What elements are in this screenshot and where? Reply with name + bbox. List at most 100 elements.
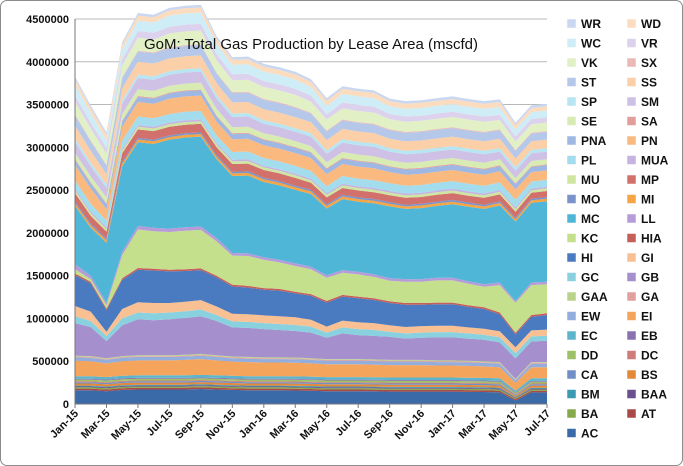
x-tick-label: Nov-16: [393, 408, 427, 442]
legend-item-baa: BAA: [626, 388, 667, 402]
legend-swatch: [566, 38, 577, 48]
y-tick-label: 3500000: [26, 100, 69, 112]
legend-label: CA: [581, 368, 599, 382]
legend-label: SE: [581, 115, 597, 129]
x-tick-label: Jul-16: [333, 408, 364, 439]
area-kc: [75, 229, 547, 333]
legend-label: HI: [581, 251, 593, 265]
legend-swatch: [566, 389, 577, 399]
legend-label: AC: [581, 427, 599, 441]
area-wc: [75, 12, 547, 148]
legend-swatch: [626, 369, 637, 380]
legend-swatch: [626, 408, 637, 419]
legend-label: MI: [641, 193, 654, 207]
x-tick-label: Sep-16: [362, 408, 396, 442]
legend-swatch: [566, 18, 577, 29]
legend-swatch: [626, 77, 637, 87]
legend-label: DC: [641, 349, 659, 363]
legend-swatch: [626, 291, 637, 302]
legend-item-pl: PL: [566, 154, 596, 168]
legend-label: VK: [581, 56, 598, 70]
legend-swatch: [626, 389, 637, 399]
legend-swatch: [626, 213, 637, 224]
x-tick-label: Mar-16: [268, 408, 302, 442]
area-eb: [75, 377, 547, 393]
legend-swatch: [566, 311, 577, 321]
legend-label: EB: [641, 329, 658, 343]
legend-swatch: [626, 311, 637, 321]
legend-item-at: AT: [626, 407, 657, 421]
legend-swatch: [566, 408, 577, 419]
chart-title: GoM: Total Gas Production by Lease Area …: [144, 36, 478, 53]
legend-swatch: [566, 272, 577, 282]
legend-swatch: [566, 350, 577, 360]
area-ga: [75, 354, 547, 381]
legend-label: SS: [641, 76, 657, 90]
legend-item-mua: MUA: [626, 154, 669, 168]
legend-item-ei: EI: [626, 310, 652, 324]
legend-swatch: [566, 252, 577, 263]
legend-label: PN: [641, 134, 658, 148]
legend-label: EC: [581, 329, 598, 343]
legend-item-eb: EB: [626, 329, 658, 343]
legend-item-ba: BA: [566, 407, 599, 421]
legend-swatch: [626, 272, 637, 282]
area-ba: [75, 386, 547, 400]
legend-item-mc: MC: [566, 212, 600, 226]
legend-swatch: [626, 155, 637, 165]
legend-label: VR: [641, 37, 658, 51]
y-tick-label: 1000000: [26, 313, 69, 325]
x-tick-label: Mar-15: [79, 408, 113, 442]
y-tick-label: 0: [63, 399, 69, 411]
legend-swatch: [566, 96, 577, 107]
legend-label: GAA: [581, 290, 608, 304]
y-tick-label: 500000: [32, 356, 69, 368]
x-tick-label: Sep-15: [173, 408, 207, 442]
legend-label: MUA: [641, 154, 669, 168]
legend-item-hia: HIA: [626, 232, 662, 246]
legend-swatch: [566, 428, 577, 438]
legend-item-dc: DC: [626, 349, 659, 363]
legend-swatch: [566, 135, 577, 146]
x-tick-label: May-15: [109, 408, 144, 443]
legend-label: AT: [641, 407, 657, 421]
x-tick-label: Jan-15: [48, 408, 81, 441]
legend-item-bm: BM: [566, 388, 600, 402]
legend-item-st: ST: [566, 76, 597, 90]
legend-label: PNA: [581, 134, 607, 148]
legend-item-ew: EW: [566, 310, 601, 324]
legend: WR WD WC VR VK SX ST SS SP SM SE SA PNA PN PL MUA MU MP MO…: [566, 17, 669, 441]
legend-label: SP: [581, 95, 597, 109]
legend-swatch: [626, 116, 637, 126]
legend-item-ga: GA: [626, 290, 659, 304]
legend-item-gb: GB: [626, 271, 659, 285]
legend-item-gi: GI: [626, 251, 654, 265]
area-ew: [75, 355, 547, 383]
legend-item-kc: KC: [566, 232, 599, 246]
legend-item-mo: MO: [566, 193, 600, 207]
legend-label: MO: [581, 193, 600, 207]
legend-swatch: [566, 233, 577, 243]
legend-label: MP: [641, 173, 659, 187]
legend-swatch: [566, 57, 577, 68]
legend-item-se: SE: [566, 115, 597, 129]
legend-item-hi: HI: [566, 251, 593, 265]
legend-item-pn: PN: [626, 134, 658, 148]
legend-swatch: [566, 194, 577, 204]
x-tick-label: May-17: [487, 408, 522, 443]
series-areas: [75, 4, 547, 404]
legend-label: EW: [581, 310, 601, 324]
legend-swatch: [626, 350, 637, 360]
legend-item-mp: MP: [626, 173, 659, 187]
legend-swatch: [566, 155, 577, 165]
legend-item-pna: PNA: [566, 134, 607, 148]
area-gi: [75, 300, 547, 354]
legend-swatch: [626, 330, 637, 341]
legend-swatch: [626, 174, 637, 185]
area-gaa: [75, 353, 547, 380]
legend-label: BA: [581, 407, 599, 421]
area-ei: [75, 359, 547, 391]
legend-swatch: [566, 369, 577, 380]
y-tick-label: 2000000: [26, 228, 69, 240]
